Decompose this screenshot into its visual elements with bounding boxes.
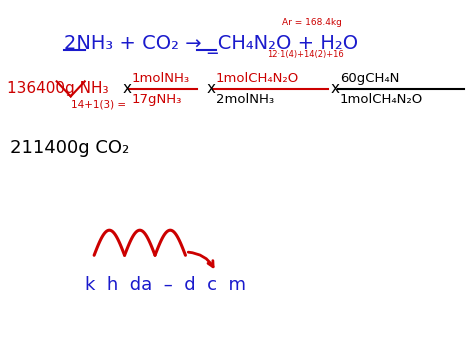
Text: 1molCH₄N₂O: 1molCH₄N₂O bbox=[216, 71, 299, 85]
Text: 12·1(4)+14(2)+16: 12·1(4)+14(2)+16 bbox=[267, 50, 344, 59]
Text: Ar = 168.4kg: Ar = 168.4kg bbox=[282, 18, 341, 27]
Text: 211400g CO₂: 211400g CO₂ bbox=[10, 139, 129, 157]
Text: x: x bbox=[331, 81, 340, 96]
Text: 136400g NH₃: 136400g NH₃ bbox=[8, 81, 109, 96]
Text: 17gNH₃: 17gNH₃ bbox=[132, 93, 182, 106]
Text: 60gCH₄N: 60gCH₄N bbox=[340, 71, 400, 85]
Text: 2molNH₃: 2molNH₃ bbox=[216, 93, 274, 106]
Text: k  h  da  –  d  c  m: k h da – d c m bbox=[85, 276, 246, 294]
Text: x: x bbox=[207, 81, 216, 96]
Text: 1molCH₄N₂O: 1molCH₄N₂O bbox=[340, 93, 423, 106]
Text: 1molNH₃: 1molNH₃ bbox=[132, 71, 190, 85]
Text: 14+1(3) =: 14+1(3) = bbox=[71, 100, 126, 110]
Text: 2NH₃ + CO₂ → _CH₄N₂O + H₂O: 2NH₃ + CO₂ → _CH₄N₂O + H₂O bbox=[64, 35, 358, 54]
Text: x: x bbox=[122, 81, 131, 96]
